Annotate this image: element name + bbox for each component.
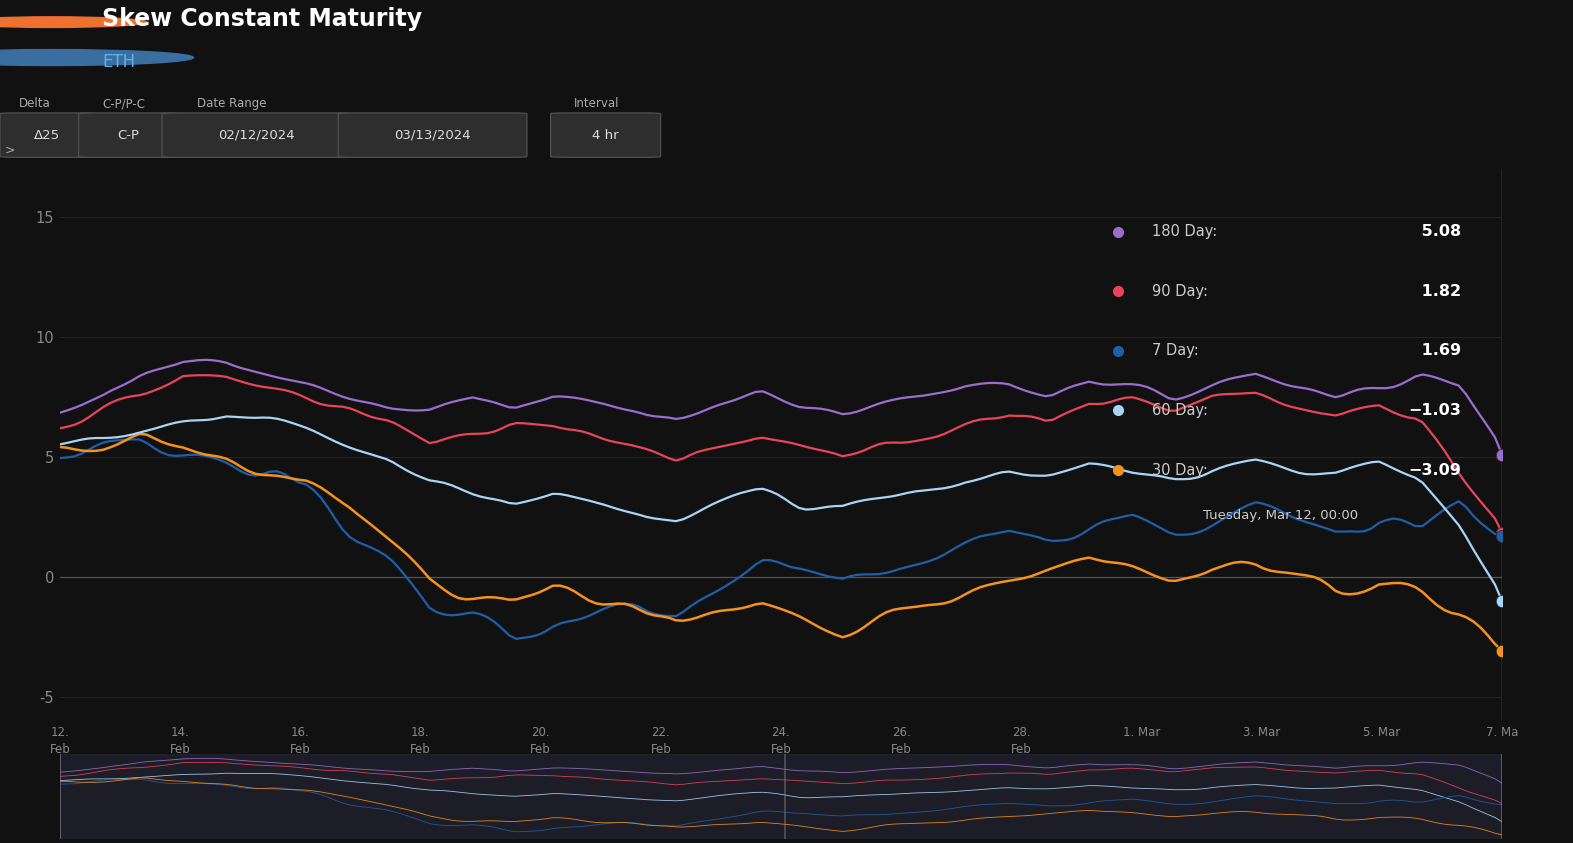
Text: >: > xyxy=(5,143,16,157)
Text: 1.69: 1.69 xyxy=(1416,343,1461,358)
Bar xyxy=(60,754,1502,839)
Text: Interval: Interval xyxy=(574,97,620,110)
FancyBboxPatch shape xyxy=(162,113,351,158)
Text: 30 Day:: 30 Day: xyxy=(1151,463,1208,478)
Text: 5.08: 5.08 xyxy=(1416,224,1461,239)
FancyBboxPatch shape xyxy=(79,113,178,158)
Text: Δ25: Δ25 xyxy=(35,129,60,142)
Text: 60 Day:: 60 Day: xyxy=(1151,403,1208,418)
Circle shape xyxy=(0,17,146,28)
Text: 4 hr: 4 hr xyxy=(593,129,618,142)
Circle shape xyxy=(0,50,193,66)
Text: −1.03: −1.03 xyxy=(1408,403,1461,418)
FancyBboxPatch shape xyxy=(551,113,661,158)
Text: 7 Day:: 7 Day: xyxy=(1151,343,1199,358)
Text: −3.09: −3.09 xyxy=(1408,463,1461,478)
Text: C-P/P-C: C-P/P-C xyxy=(102,97,145,110)
Text: 180 Day:: 180 Day: xyxy=(1151,224,1218,239)
Text: Skew Constant Maturity: Skew Constant Maturity xyxy=(102,8,423,31)
FancyBboxPatch shape xyxy=(338,113,527,158)
FancyBboxPatch shape xyxy=(0,113,94,158)
Text: 1.82: 1.82 xyxy=(1416,284,1461,298)
Text: C-P: C-P xyxy=(118,129,138,142)
Text: Tuesday, Mar 12, 00:00: Tuesday, Mar 12, 00:00 xyxy=(1202,508,1357,522)
Text: 02/12/2024: 02/12/2024 xyxy=(219,129,294,142)
Text: Delta: Delta xyxy=(19,97,50,110)
Text: Date Range: Date Range xyxy=(197,97,266,110)
Text: 03/13/2024: 03/13/2024 xyxy=(395,129,470,142)
Text: ETH: ETH xyxy=(102,53,135,71)
Text: 90 Day:: 90 Day: xyxy=(1151,284,1208,298)
